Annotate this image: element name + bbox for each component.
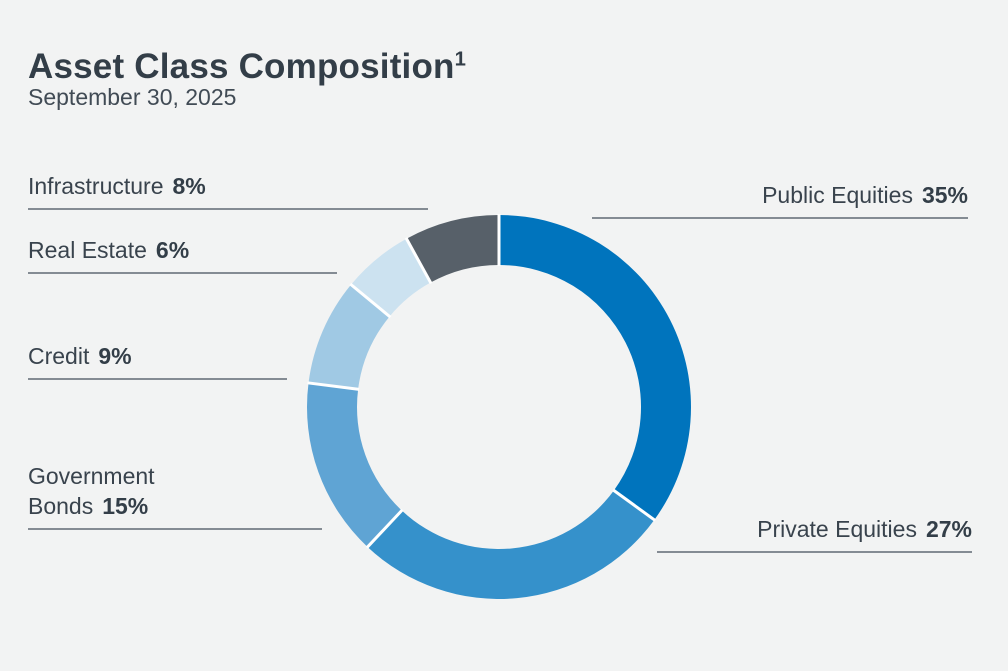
callout-credit-value: 9% (98, 343, 132, 369)
donut-segment-separator (404, 237, 433, 285)
callout-credit-label: Credit (28, 343, 90, 369)
donut-segment-private-equities (367, 490, 655, 599)
callout-private-equities: Private Equities 27% (657, 514, 972, 553)
page-title: Asset Class Composition1 (28, 45, 466, 89)
donut-segment-real-estate (351, 238, 431, 317)
callout-infrastructure-label: Infrastructure (28, 173, 164, 199)
page-title-text: Asset Class Composition (28, 47, 455, 87)
callout-private-equities-value: 27% (925, 516, 972, 542)
donut-segment-public-equities (499, 215, 691, 520)
callout-real-estate-value: 6% (155, 237, 190, 263)
callout-real-estate: Real Estate 6% (28, 235, 337, 274)
donut-svg (306, 214, 691, 599)
callout-government-bonds-line1: Government (28, 463, 155, 489)
donut-segment-separator (349, 282, 392, 319)
donut-segment-credit (308, 284, 390, 390)
callout-government-bonds-value: 15% (102, 493, 149, 519)
callout-public-equities: Public Equities 35% (592, 180, 968, 219)
callout-public-equities-value: 35% (921, 182, 968, 208)
callout-real-estate-label: Real Estate (28, 237, 147, 263)
donut-segment-separator (612, 488, 657, 522)
callout-government-bonds-line2: Bonds 15% (28, 491, 322, 521)
callout-government-bonds-label2: Bonds (28, 493, 94, 519)
donut-chart (299, 207, 699, 607)
callout-infrastructure-value: 8% (172, 173, 206, 199)
donut-segment-infrastructure (406, 215, 499, 283)
donut-segment-separator (365, 508, 404, 549)
callout-infrastructure: Infrastructure 8% (28, 171, 428, 210)
donut-segment-separator (307, 381, 360, 391)
callout-government-bonds: Government Bonds 15% (28, 461, 322, 530)
callout-public-equities-label: Public Equities (762, 182, 913, 208)
donut-segment-government-bonds (306, 382, 402, 547)
callout-private-equities-label: Private Equities (757, 516, 917, 542)
as-of-date: September 30, 2025 (28, 84, 237, 110)
footnote-marker: 1 (454, 48, 467, 71)
callout-credit: Credit 9% (28, 341, 287, 380)
